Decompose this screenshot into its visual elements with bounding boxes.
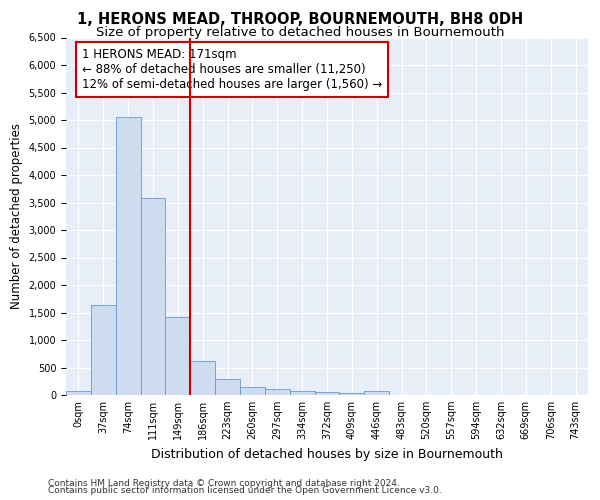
- Bar: [240, 387, 265, 395]
- Bar: [340, 394, 364, 395]
- Bar: [66, 391, 91, 395]
- Text: Contains public sector information licensed under the Open Government Licence v3: Contains public sector information licen…: [48, 486, 442, 495]
- Bar: [265, 389, 290, 395]
- Bar: [364, 392, 389, 395]
- Text: Contains HM Land Registry data © Crown copyright and database right 2024.: Contains HM Land Registry data © Crown c…: [48, 478, 400, 488]
- Y-axis label: Number of detached properties: Number of detached properties: [10, 123, 23, 309]
- Bar: [91, 306, 116, 395]
- Bar: [166, 318, 190, 395]
- Text: Size of property relative to detached houses in Bournemouth: Size of property relative to detached ho…: [96, 26, 504, 39]
- Bar: [290, 392, 314, 395]
- Bar: [314, 392, 340, 395]
- Bar: [190, 361, 215, 395]
- Text: 1, HERONS MEAD, THROOP, BOURNEMOUTH, BH8 0DH: 1, HERONS MEAD, THROOP, BOURNEMOUTH, BH8…: [77, 12, 523, 28]
- Text: 1 HERONS MEAD: 171sqm
← 88% of detached houses are smaller (11,250)
12% of semi-: 1 HERONS MEAD: 171sqm ← 88% of detached …: [82, 48, 382, 91]
- Bar: [140, 198, 166, 395]
- X-axis label: Distribution of detached houses by size in Bournemouth: Distribution of detached houses by size …: [151, 448, 503, 460]
- Bar: [215, 379, 240, 395]
- Bar: [116, 116, 140, 395]
